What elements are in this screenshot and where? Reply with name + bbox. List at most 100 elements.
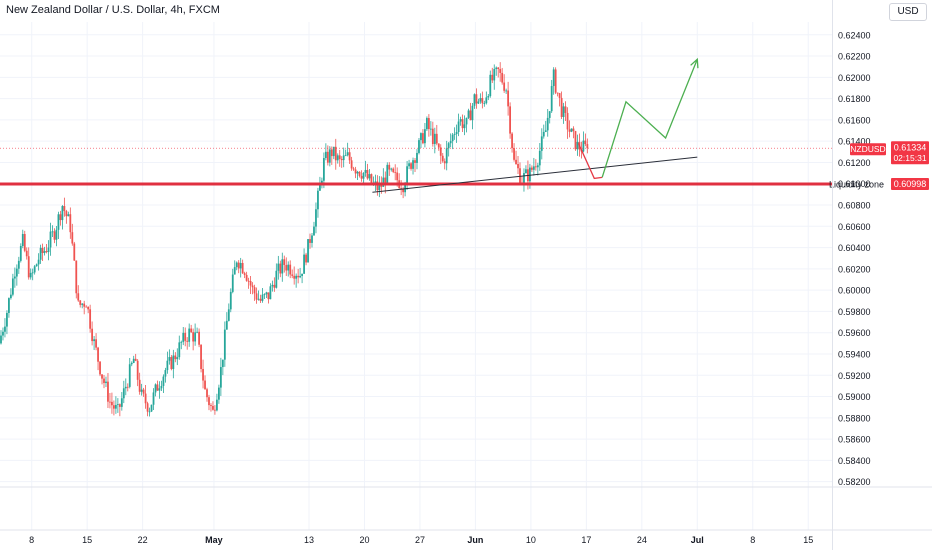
x-tick-label: 8 <box>750 535 755 545</box>
candle-body <box>362 172 365 179</box>
candle-body <box>53 231 56 240</box>
y-tick-label: 0.59800 <box>838 307 871 317</box>
candle-body <box>174 355 177 360</box>
candle-body <box>8 298 10 313</box>
candle-body <box>525 169 527 174</box>
candle-body <box>305 254 307 263</box>
candle-body <box>57 214 60 230</box>
candle-body <box>384 177 387 184</box>
candle-body <box>566 112 569 130</box>
candle-body <box>47 247 50 253</box>
candle-body <box>271 284 274 287</box>
candle-body <box>49 231 52 248</box>
candle-body <box>548 111 551 118</box>
candle-body <box>519 168 521 183</box>
candle-body <box>552 69 555 87</box>
candle-body <box>326 151 329 163</box>
candle-body <box>166 360 169 371</box>
candle-body <box>360 175 363 179</box>
candle-body <box>261 294 264 301</box>
candle-body <box>231 274 234 292</box>
candle-body <box>265 292 268 295</box>
last-price-value: 0.61334 <box>894 143 927 153</box>
candle-body <box>572 128 575 132</box>
y-tick-label: 0.58800 <box>838 413 871 423</box>
candle-body <box>25 250 28 257</box>
y-tick-label: 0.61200 <box>838 158 871 168</box>
candle-body <box>584 140 587 145</box>
chart-title: New Zealand Dollar / U.S. Dollar, 4h, FX… <box>6 4 220 16</box>
candle-body <box>370 174 373 185</box>
candle-body <box>340 158 343 161</box>
candle-body <box>206 389 208 398</box>
candle-body <box>214 409 216 411</box>
candle-body <box>582 140 585 152</box>
candle-body <box>513 148 515 160</box>
candle-body <box>429 128 432 130</box>
candle-body <box>105 381 107 383</box>
x-tick-label: 15 <box>803 535 813 545</box>
candle-body <box>227 309 230 321</box>
candle-body <box>243 273 246 275</box>
candle-body <box>465 117 468 125</box>
candle-body <box>188 328 191 342</box>
candle-body <box>338 155 341 159</box>
candle-body <box>61 206 64 221</box>
candle-body <box>281 259 284 274</box>
candle-body <box>431 128 434 145</box>
candle-body <box>103 378 105 383</box>
candle-body <box>27 256 30 278</box>
candle-body <box>388 164 391 170</box>
candle-body <box>210 405 212 407</box>
candle-body <box>364 169 367 173</box>
candle-body <box>499 69 502 73</box>
candle-body <box>505 90 508 92</box>
candle-body <box>255 293 258 300</box>
candle-body <box>455 132 458 135</box>
y-tick-label: 0.61600 <box>838 115 871 125</box>
candle-body <box>515 159 517 165</box>
candle-body <box>562 106 565 117</box>
candle-body <box>130 362 133 365</box>
candle-body <box>63 206 66 212</box>
y-tick-label: 0.60800 <box>838 201 871 211</box>
candle-body <box>160 385 163 389</box>
y-tick-label: 0.58600 <box>838 435 871 445</box>
candle-body <box>447 143 450 149</box>
candle-body <box>283 259 286 266</box>
candle-body <box>190 328 193 333</box>
candle-body <box>301 273 303 276</box>
candle-body <box>23 233 26 251</box>
candle-body <box>396 172 399 181</box>
candle-body <box>15 268 18 277</box>
candle-body <box>229 291 232 310</box>
candle-body <box>586 144 589 149</box>
candle-body <box>136 360 139 380</box>
y-tick-label: 0.60400 <box>838 243 871 253</box>
candle-body <box>497 67 500 70</box>
candle-body <box>485 97 488 104</box>
candle-body <box>235 262 238 268</box>
candle-body <box>0 335 2 344</box>
candle-body <box>67 214 70 217</box>
candle-body <box>9 294 12 299</box>
candle-body <box>328 149 331 163</box>
currency-button[interactable]: USD <box>889 3 927 21</box>
y-tick-label: 0.59600 <box>838 328 871 338</box>
candle-body <box>122 388 125 399</box>
candle-body <box>342 155 345 161</box>
candle-body <box>344 155 347 157</box>
candle-body <box>118 404 121 407</box>
candle-body <box>425 118 428 130</box>
candle-body <box>418 140 420 153</box>
candle-body <box>493 69 496 81</box>
candle-body <box>170 357 173 370</box>
candle-body <box>11 278 14 295</box>
candle-body <box>303 254 305 274</box>
candle-body <box>354 169 357 174</box>
candle-body <box>532 166 535 170</box>
candle-body <box>554 69 557 93</box>
x-tick-label: 15 <box>82 535 92 545</box>
